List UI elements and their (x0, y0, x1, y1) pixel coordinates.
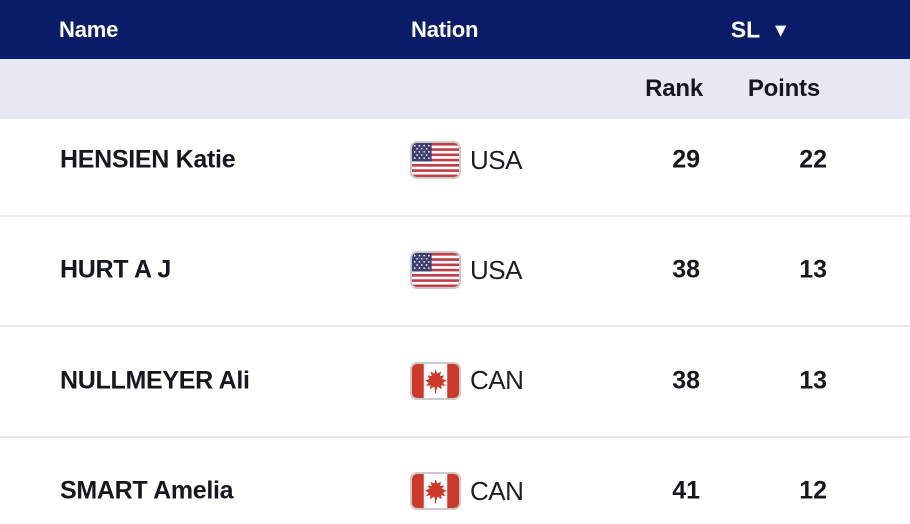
nation-cell: USA (410, 251, 522, 289)
points-value: 13 (799, 255, 827, 284)
table-row[interactable]: NULLMEYER Ali CAN 38 13 (0, 325, 910, 436)
table-header: Name Nation SL ▼ (0, 0, 910, 59)
rank-value: 38 (672, 366, 700, 394)
table-row[interactable]: SMART Amelia CAN 41 12 (0, 436, 910, 524)
table-row[interactable]: HENSIEN Katie USA 29 22 (0, 119, 910, 215)
nation-cell: CAN (410, 361, 524, 400)
nation-cell: CAN (410, 472, 524, 510)
nation-code: USA (470, 254, 522, 285)
sort-column-label: SL (730, 16, 761, 42)
nation-code: USA (470, 144, 522, 175)
rank-value: 38 (672, 255, 700, 284)
usa-flag-icon (410, 251, 461, 289)
nation-code: CAN (470, 475, 524, 506)
nation-cell: USA (410, 141, 522, 179)
athlete-name: HURT A J (60, 255, 172, 284)
points-value: 13 (799, 366, 827, 394)
usa-flag-icon (410, 141, 461, 179)
points-value: 12 (799, 476, 827, 505)
canada-flag-icon (410, 361, 461, 400)
column-header-name: Name (59, 16, 119, 42)
rank-value: 41 (672, 476, 700, 505)
table-subheader: Rank Points (0, 59, 910, 119)
column-header-points: Points (747, 75, 820, 102)
column-header-nation: Nation (411, 16, 479, 42)
sort-column-dropdown[interactable]: SL ▼ (731, 16, 790, 43)
canada-flag-icon (410, 472, 461, 510)
rank-value: 29 (672, 145, 700, 174)
athlete-name: SMART Amelia (60, 476, 234, 505)
column-header-rank: Rank (645, 75, 703, 102)
nation-code: CAN (470, 365, 524, 395)
table-row[interactable]: HURT A J USA 38 13 (0, 215, 910, 325)
athlete-name: NULLMEYER Ali (60, 366, 250, 394)
athlete-name: HENSIEN Katie (60, 145, 236, 174)
points-value: 22 (799, 145, 827, 174)
chevron-down-icon: ▼ (771, 20, 790, 41)
